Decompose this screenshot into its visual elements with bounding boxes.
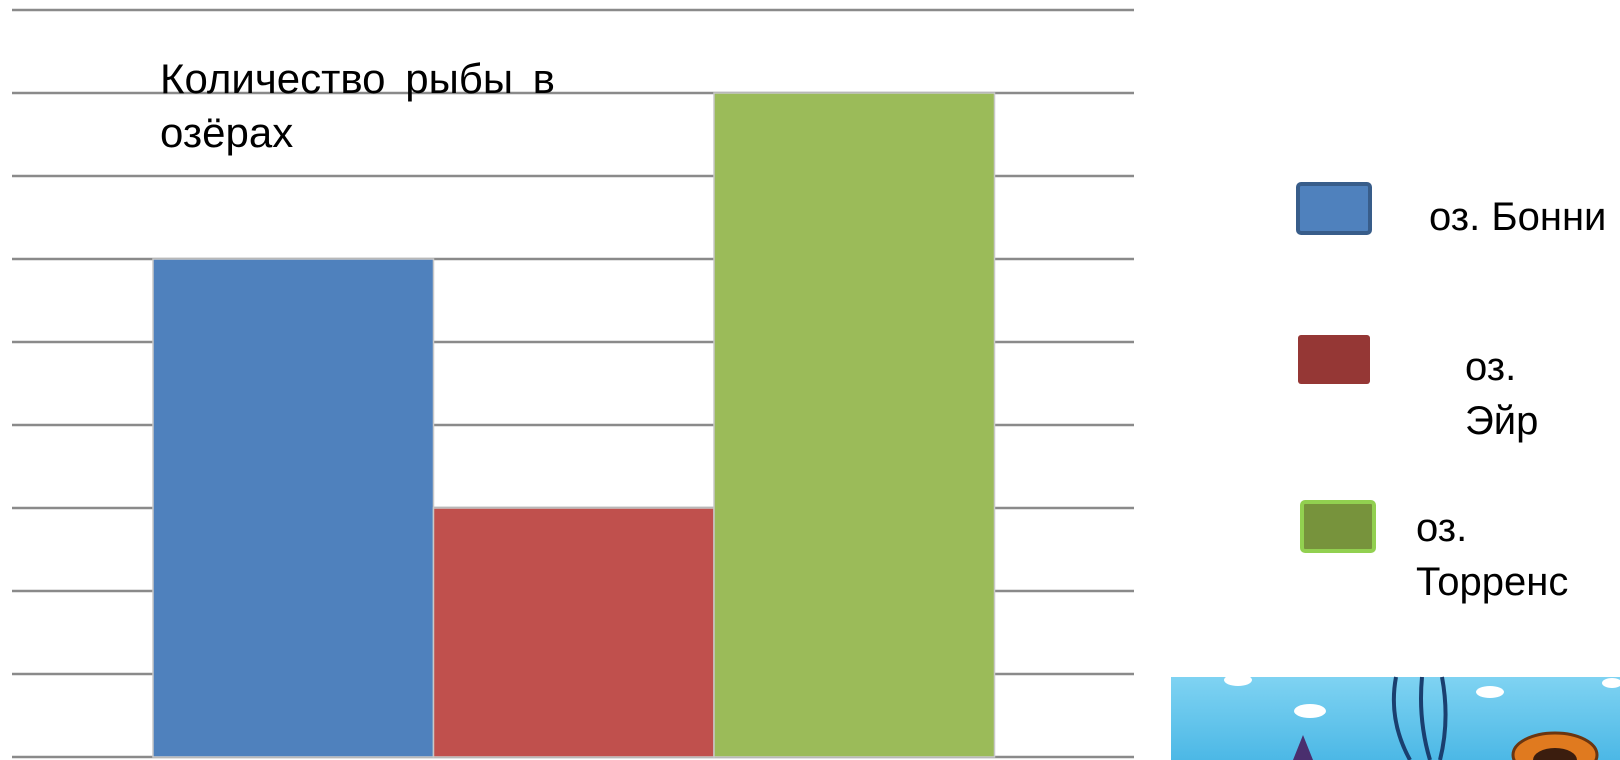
legend-swatch bbox=[1298, 335, 1370, 384]
bar bbox=[432, 507, 715, 758]
legend-swatch bbox=[1296, 182, 1372, 235]
bar bbox=[152, 258, 435, 758]
bars bbox=[152, 92, 996, 758]
chart-title: Количество рыбы в озёрах bbox=[160, 55, 555, 156]
legend bbox=[1296, 182, 1376, 553]
legend-label: оз. Бонни bbox=[1429, 195, 1607, 239]
cartoon-picture bbox=[1171, 674, 1620, 760]
bar bbox=[713, 92, 996, 758]
legend-label: оз. Эйр bbox=[1465, 345, 1539, 443]
legend-swatch bbox=[1300, 500, 1376, 553]
legend-label: оз. Торренс bbox=[1416, 506, 1569, 604]
